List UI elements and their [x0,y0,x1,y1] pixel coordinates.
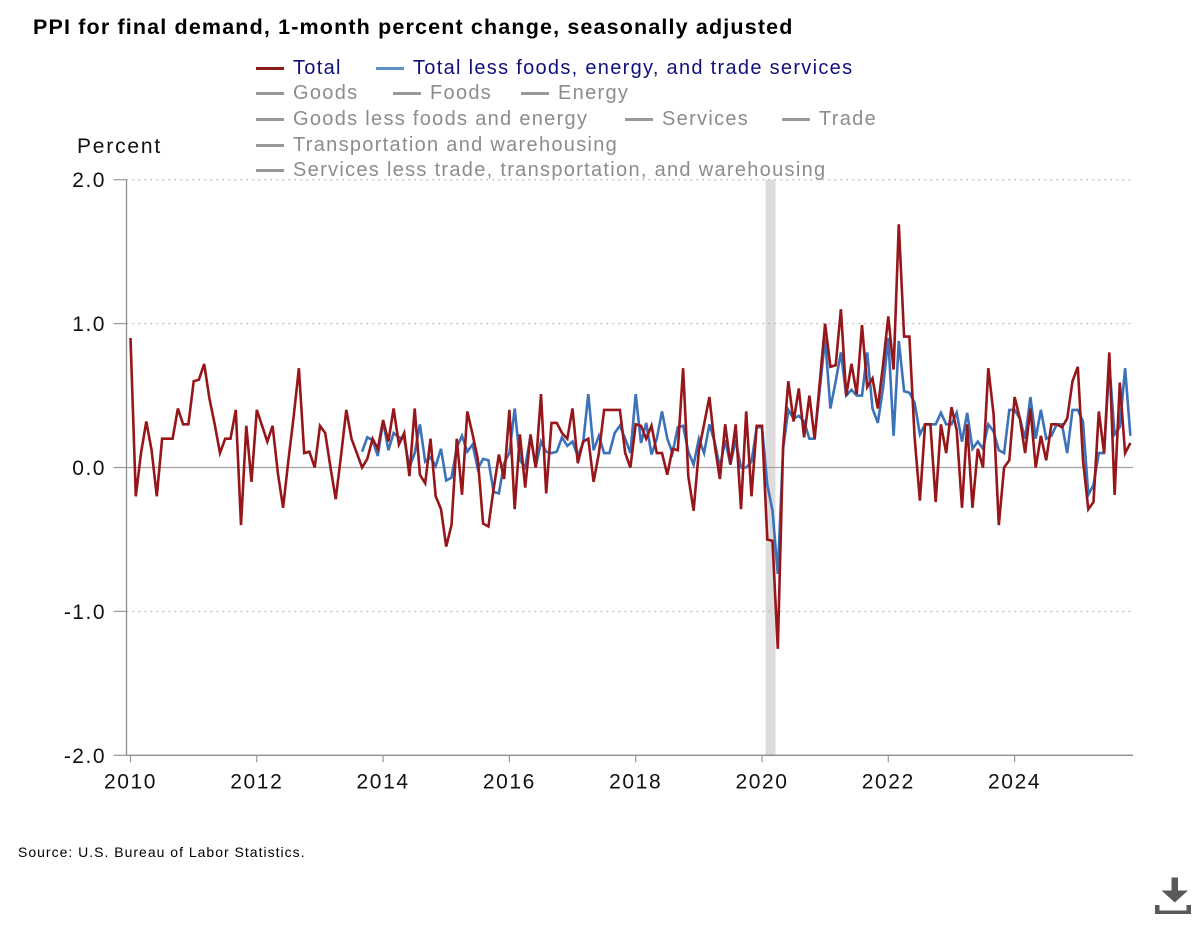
svg-text:2014: 2014 [357,771,410,794]
svg-text:-1.0: -1.0 [64,601,106,624]
svg-text:-2.0: -2.0 [64,745,106,768]
svg-text:2.0: 2.0 [72,169,106,192]
svg-text:2016: 2016 [483,771,536,794]
svg-text:2012: 2012 [230,771,283,794]
svg-text:2022: 2022 [862,771,915,794]
svg-text:2010: 2010 [104,771,157,794]
svg-text:1.0: 1.0 [72,313,106,336]
svg-text:0.0: 0.0 [72,457,106,480]
svg-text:2024: 2024 [988,771,1041,794]
svg-text:2018: 2018 [609,771,662,794]
svg-text:Source: U.S. Bureau of Labor S: Source: U.S. Bureau of Labor Statistics. [18,844,305,860]
svg-text:2020: 2020 [735,771,788,794]
